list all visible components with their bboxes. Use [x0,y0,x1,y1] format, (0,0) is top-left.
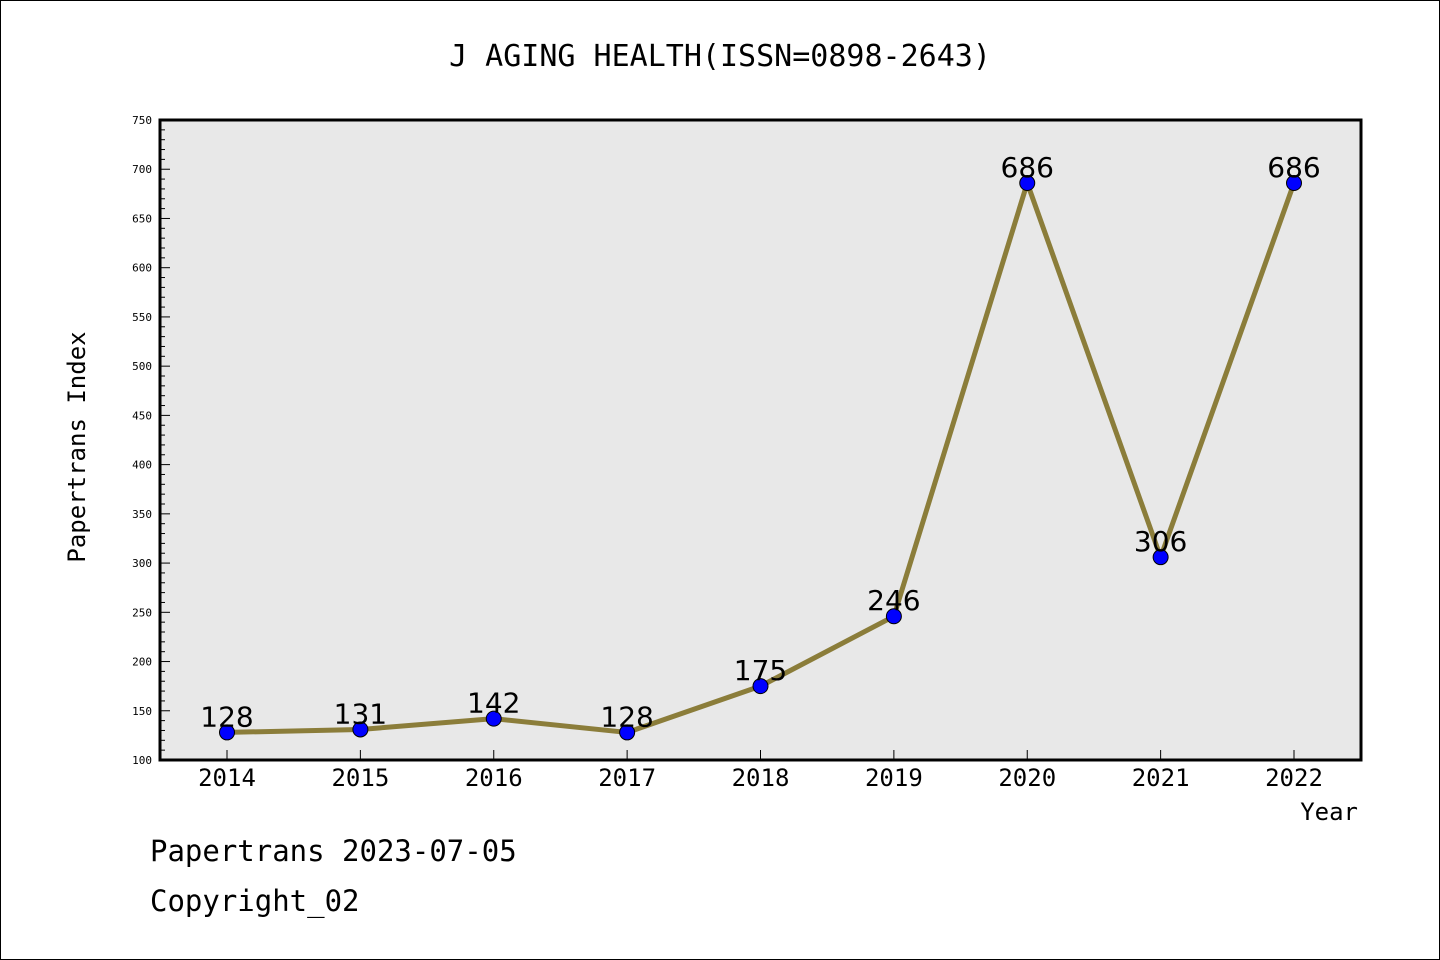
footer-copyright: Copyright_02 [150,884,360,918]
data-label: 246 [867,584,920,617]
data-point [1286,175,1302,192]
x-tick-label: 2015 [331,764,389,792]
data-label: 306 [1134,525,1187,558]
x-tick-label: 2016 [465,764,523,792]
y-tick-label: 750 [132,114,152,127]
data-label: 142 [467,687,520,720]
y-tick-label: 600 [132,262,152,275]
series-markers [219,175,1302,741]
data-label: 131 [334,697,387,730]
y-tick-label: 200 [132,656,152,669]
data-labels: 128 131 142 128 175 246 686 306 686 [200,151,1320,733]
footer-source: Papertrans 2023-07-05 [150,834,517,868]
y-tick-label: 300 [132,557,152,570]
x-tick-label: 2018 [732,764,790,792]
y-tick-label: 550 [132,311,152,324]
chart-title: J AGING HEALTH(ISSN=0898-2643) [449,39,991,74]
data-point [619,724,636,741]
data-label: 128 [600,700,653,733]
y-tick-label: 100 [132,754,152,767]
x-tick-label: 2017 [598,764,656,792]
x-tick-label: 2022 [1265,764,1323,792]
x-tick-label: 2020 [998,764,1056,792]
data-label: 686 [1267,151,1320,184]
data-point [752,678,769,695]
plot-area [158,118,1363,762]
data-label: 686 [1001,151,1054,184]
data-point [352,721,369,738]
y-tick-label: 350 [132,508,152,521]
y-tick-label: 150 [132,705,152,718]
data-point [885,608,902,625]
y-axis: 100 150 200 250 300 350 400 450 500 550 600 650 700 7… [132,114,170,767]
x-axis: 2014 2015 2016 2017 2018 2019 2020 2021 2022 [198,750,1323,792]
x-axis-label: Year [1300,798,1358,826]
data-label: 175 [734,654,787,687]
y-tick-label: 650 [132,212,152,225]
x-tick-label: 2019 [865,764,923,792]
data-point [1152,549,1169,566]
y-tick-label: 250 [132,606,152,619]
data-point [219,724,235,741]
y-tick-label: 450 [132,409,152,422]
data-point [485,710,502,727]
data-label: 128 [200,700,253,733]
x-tick-label: 2021 [1132,764,1190,792]
y-tick-label: 500 [132,360,152,373]
y-tick-label: 400 [132,459,152,472]
data-point [1019,175,1036,192]
y-tick-label: 700 [132,163,152,176]
y-axis-label: Papertrans Index [63,331,91,562]
x-tick-label: 2014 [198,764,256,792]
